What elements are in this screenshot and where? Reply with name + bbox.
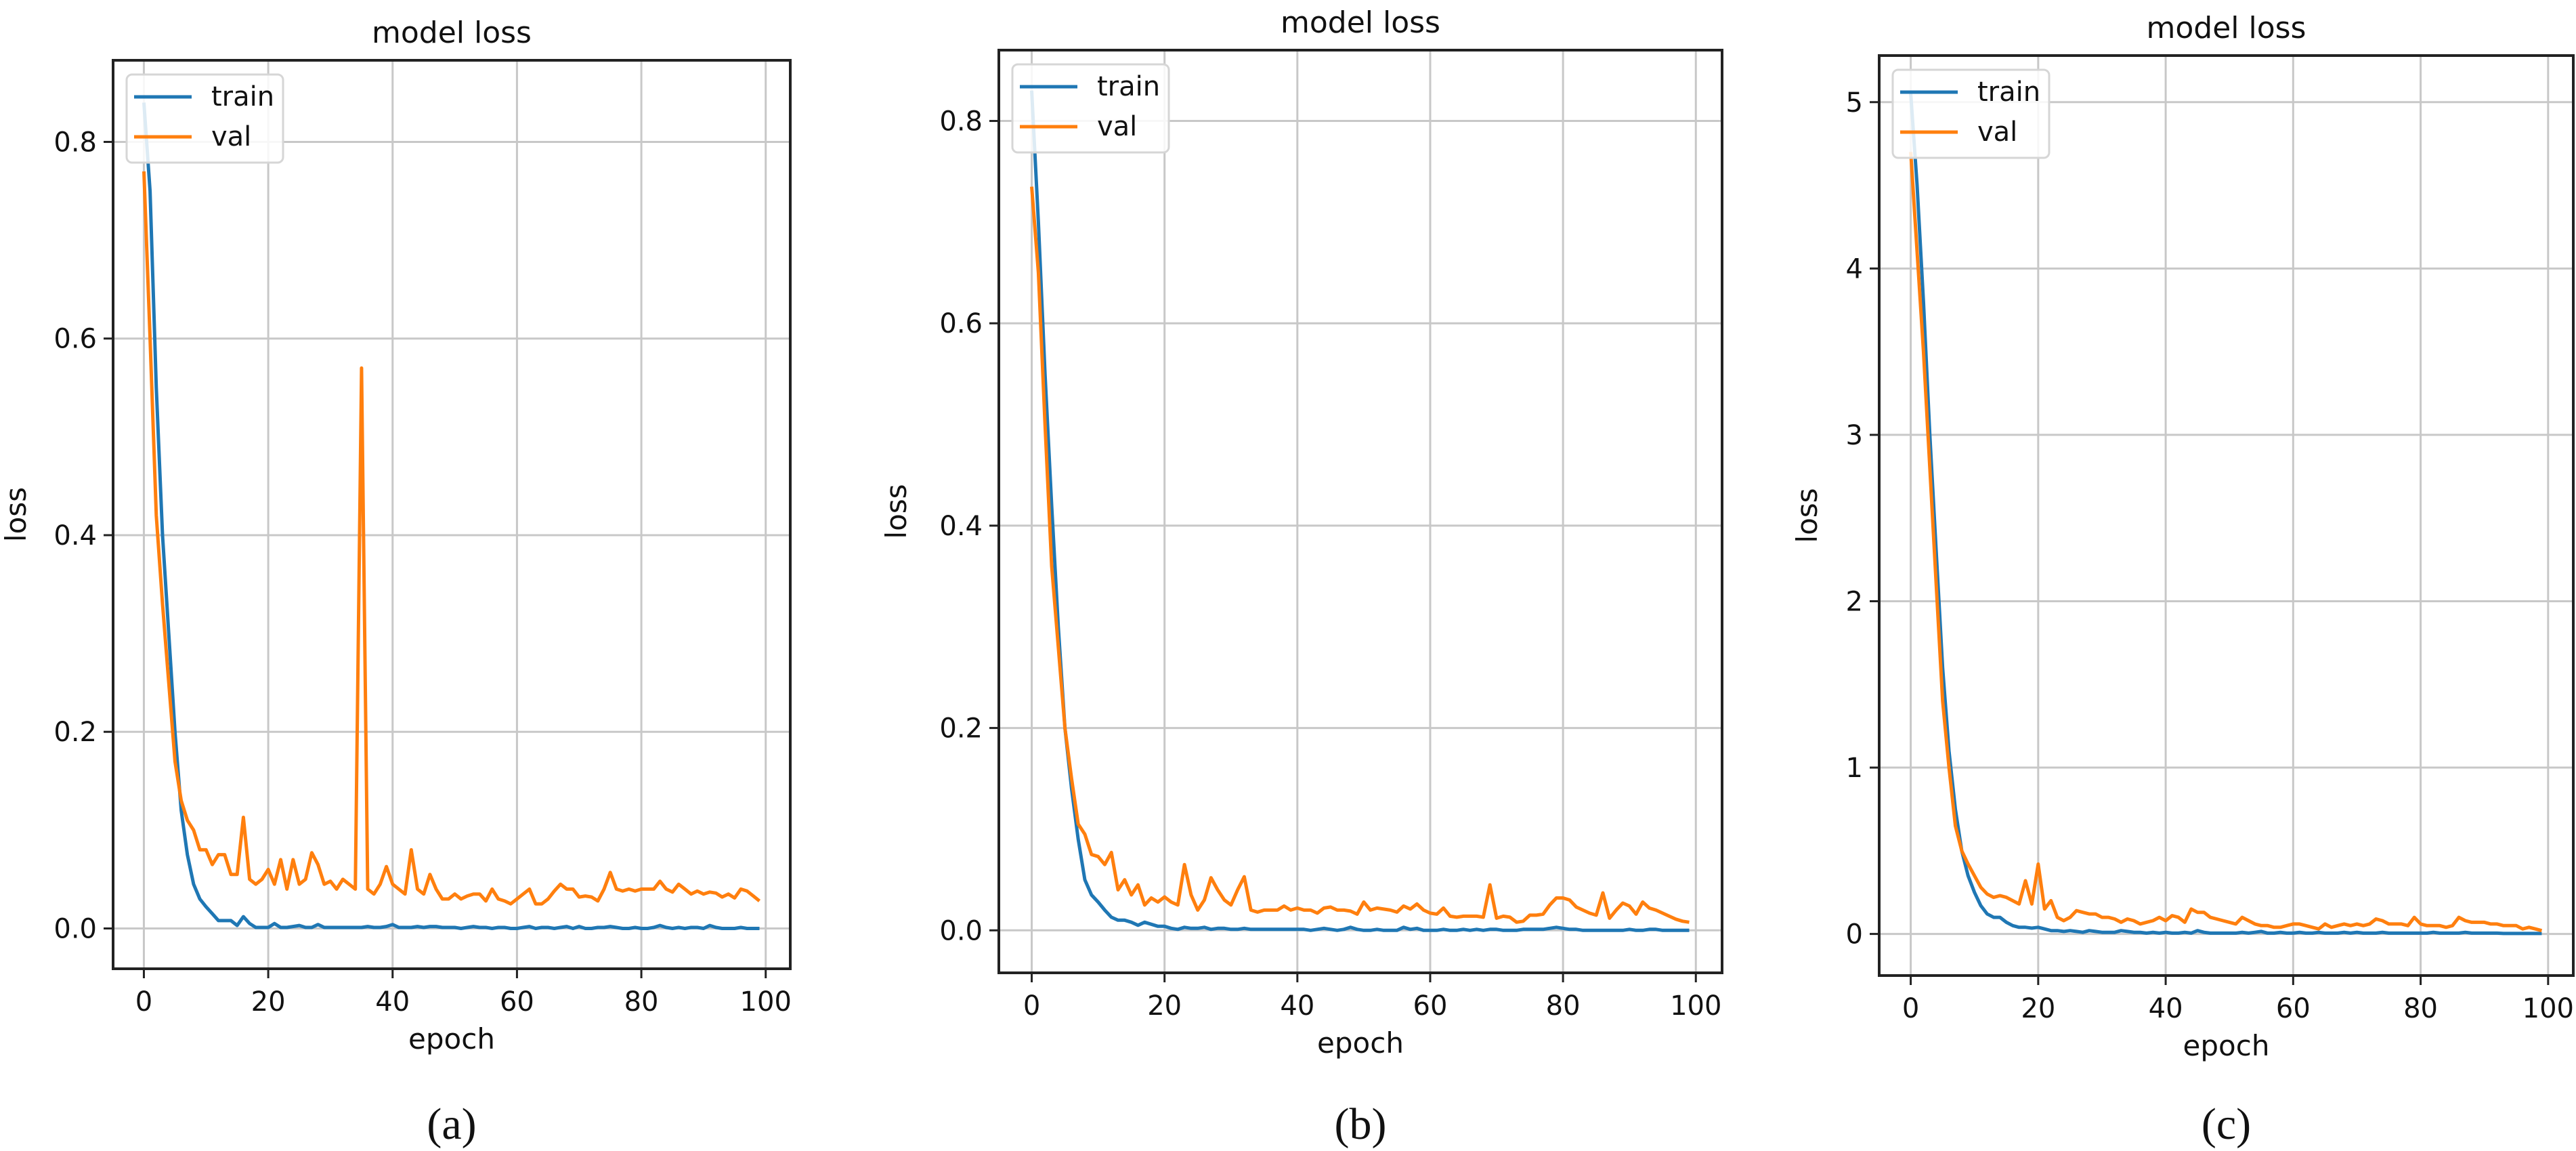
x-tick-label: 0	[1902, 993, 1919, 1024]
y-tick-label: 0.2	[53, 717, 97, 748]
series-line-val	[1909, 152, 2543, 933]
y-tick-label: 0	[1846, 919, 1863, 950]
legend: train val	[125, 73, 284, 164]
x-axis-label: epoch	[2183, 1029, 2270, 1062]
x-tick-label: 100	[2523, 993, 2574, 1024]
y-tick-label: 0.6	[939, 308, 983, 339]
x-tick-label: 100	[740, 986, 792, 1018]
legend: train val	[1011, 63, 1170, 154]
x-tick-label: 20	[1147, 990, 1182, 1022]
y-tick-label: 1	[1846, 753, 1863, 784]
y-tick-label: 0.0	[53, 913, 97, 944]
series-line-train	[1030, 90, 1690, 932]
y-tick-label: 5	[1846, 87, 1863, 119]
panel-b: 0 20 40 60 80 100 0.0 0.2 0.4 0.6 0.8 train val model…	[880, 5, 1723, 1149]
legend: train val	[1891, 68, 2051, 159]
panel-c: 0 20 40 60 80 100 0 1 2 3 4 5 train val model loss epoc…	[1790, 11, 2575, 1149]
y-tick-label: 0.0	[939, 915, 983, 946]
legend-label-val: val	[211, 121, 251, 152]
x-tick-label: 0	[135, 986, 152, 1018]
x-tick-label: 80	[624, 986, 659, 1018]
y-tick-label: 2	[1846, 586, 1863, 617]
panel-caption: (a)	[427, 1100, 476, 1149]
x-tick-label: 20	[2021, 993, 2055, 1024]
x-tick-label: 80	[2403, 993, 2438, 1024]
y-tick-label: 0.4	[939, 511, 983, 542]
y-tick-label: 0.4	[53, 520, 97, 551]
panel-caption: (c)	[2202, 1100, 2251, 1149]
x-axis-label: epoch	[408, 1022, 495, 1055]
y-tick-label: 0.8	[53, 127, 97, 158]
x-tick-label: 60	[1413, 990, 1448, 1022]
legend-label-val: val	[1097, 111, 1137, 142]
x-tick-label: 20	[251, 986, 286, 1018]
legend-label-train: train	[1097, 71, 1160, 102]
y-tick-label: 3	[1846, 420, 1863, 451]
series-line-train	[142, 102, 760, 930]
panel-a: 0 20 40 60 80 100 0.0 0.2 0.4 0.6 0.8 train val model…	[0, 16, 792, 1149]
legend-label-val: val	[1977, 117, 2017, 148]
legend-label-train: train	[1977, 77, 2040, 108]
y-tick-label: 0.2	[939, 713, 983, 745]
x-tick-label: 60	[2276, 993, 2311, 1024]
x-tick-label: 0	[1023, 990, 1040, 1022]
x-tick-label: 60	[500, 986, 534, 1018]
y-tick-label: 0.8	[939, 106, 983, 138]
y-tick-label: 4	[1846, 253, 1863, 285]
axes-frame	[1878, 54, 2575, 977]
y-axis-label: loss	[1790, 488, 1824, 543]
x-tick-label: 100	[1670, 990, 1721, 1022]
series-line-train	[1909, 93, 2542, 936]
panel-caption: (b)	[1335, 1100, 1387, 1149]
x-axis-label: epoch	[1317, 1026, 1404, 1060]
x-tick-label: 80	[1546, 990, 1581, 1022]
legend-label-train: train	[211, 81, 274, 112]
chart-title: model loss	[2147, 11, 2306, 45]
x-tick-label: 40	[2149, 993, 2183, 1024]
axes-frame	[112, 59, 792, 970]
series-line-val	[142, 171, 761, 906]
chart-title: model loss	[1281, 5, 1440, 40]
x-tick-label: 40	[1280, 990, 1314, 1022]
y-axis-label: loss	[880, 484, 913, 539]
y-tick-label: 0.6	[53, 324, 97, 355]
chart-title: model loss	[372, 16, 532, 50]
series-line-val	[1030, 186, 1690, 924]
axes-frame	[997, 49, 1723, 974]
y-axis-label: loss	[0, 487, 33, 542]
x-tick-label: 40	[375, 986, 410, 1018]
